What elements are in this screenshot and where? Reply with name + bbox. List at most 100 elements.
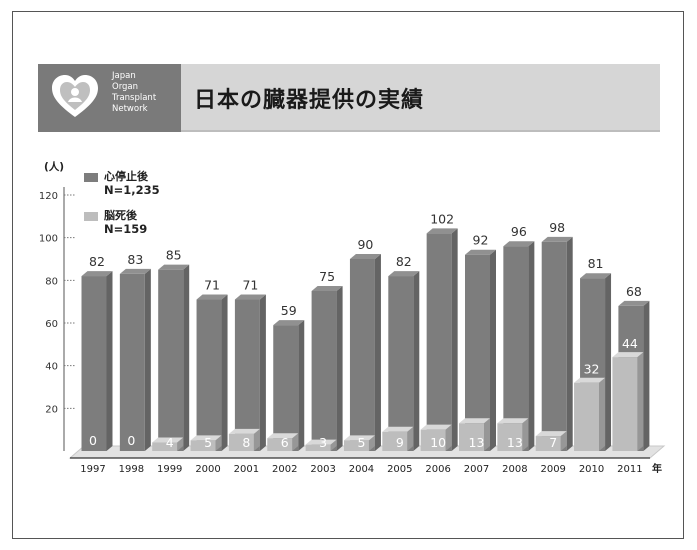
bar-brain-side [637,352,644,451]
bar-brain-side [599,377,606,451]
data-label-brain: 6 [281,435,289,450]
bar-brain-top [459,418,490,424]
chart-title: 日本の臓器提供の実績 [194,88,425,113]
y-axis-label: (人) [44,160,64,173]
data-label-brain: 0 [89,433,97,448]
bar-cardiac-side [298,320,305,451]
bar-cardiac-side [528,241,535,451]
bar-brain-side [330,439,337,451]
bar-cardiac-top [541,236,573,242]
bar-brain [382,431,408,451]
heart-logo-icon [52,75,98,117]
y-tick-label: 60 [45,319,58,330]
data-label-brain: 10 [430,435,446,450]
data-label-cardiac: 71 [242,278,258,293]
bar-brain-top [382,426,414,432]
data-label-cardiac: 81 [588,256,604,271]
x-axis-unit: 年 [652,462,662,475]
x-tick-label: 1999 [157,464,182,475]
data-label-brain: 13 [469,435,485,450]
legend-item-brain: 脳死後 [84,207,137,223]
legend-swatch-brain [84,211,98,221]
bar-brain [535,436,561,451]
bar-cardiac-top [158,264,190,270]
bar-cardiac-top [234,294,266,300]
bar-cardiac-side [643,300,650,451]
x-tick-label: 2002 [272,464,297,475]
bar-cardiac-top [388,271,420,277]
data-label-cardiac: 82 [89,254,105,269]
bar-cardiac-top [311,286,343,291]
bar-brain [152,442,178,451]
logo-line: Organ [112,82,139,92]
bar-cardiac [196,299,222,451]
bar-brain [612,357,638,451]
data-label-cardiac: 83 [127,252,143,267]
data-label-cardiac: 75 [319,269,335,284]
bar-cardiac-top [196,294,228,300]
bar-cardiac [158,269,184,451]
bar-brain-top [574,377,606,383]
bar-cardiac-top [580,273,612,279]
data-label-brain: 4 [166,435,174,450]
data-label-cardiac: 85 [166,248,182,263]
data-label-brain: 8 [242,435,250,450]
bar-cardiac [541,241,567,451]
bar-brain [305,444,331,451]
bar-brain [228,433,254,451]
data-label-brain: 44 [622,336,638,351]
bar-cardiac-side [451,228,458,451]
x-tick-label: 1997 [80,464,105,475]
bar-cardiac-side [374,254,381,451]
data-label-brain: 5 [357,435,365,450]
legend-label: 脳死後 [104,209,137,222]
x-tick-label: 2003 [310,464,335,475]
y-tick-label: 40 [45,362,58,373]
x-tick-label: 2009 [540,464,565,475]
logo-line: Japan [112,71,136,81]
bar-brain-top [612,352,644,358]
data-label-brain: 9 [396,435,404,450]
bar-brain-top [497,418,529,424]
bar-brain [190,440,216,451]
bar-brain-side [407,426,414,451]
legend-swatch-cardiac [84,172,98,182]
legend-total-cardiac: N=1,235 [104,183,160,197]
data-label-brain: 3 [319,435,327,450]
x-tick-label: 2011 [617,464,642,475]
bar-brain-side [215,435,222,451]
data-label-cardiac: 82 [396,254,412,269]
bar-cardiac-side [144,268,151,451]
data-label-brain: 32 [584,362,600,377]
bar-cardiac [273,325,299,451]
bar-cardiac-top [465,249,496,255]
bar-brain [497,423,523,451]
bar-brain-side [292,433,299,451]
bar-cardiac-top [119,268,151,274]
data-label-cardiac: 68 [626,284,642,299]
bar-cardiac [81,276,107,451]
data-label-brain: 7 [549,435,557,450]
bar-cardiac [388,276,414,451]
bar-cardiac-top [618,300,650,306]
x-tick-label: 2000 [195,464,220,475]
bar-brain [343,440,369,451]
legend-item-cardiac: 心停止後 [84,168,148,184]
data-label-cardiac: 92 [473,233,489,248]
y-tick-label: 120 [39,191,58,202]
chart-header: Japan Organ Transplant Network 日本の臓器提供の実… [38,64,660,132]
bar-cardiac-side [259,294,266,451]
x-tick-label: 2005 [387,464,412,475]
bar-cardiac [503,246,529,451]
bar-cardiac-top [273,320,305,326]
bar-brain [267,438,293,451]
bar-cardiac-side [106,271,113,451]
x-tick-label: 2008 [502,464,527,475]
x-tick-label: 2001 [234,464,259,475]
bar-cardiac-side [413,271,420,451]
bar-cardiac-top [349,254,381,259]
bar-cardiac-side [221,294,228,451]
data-label-brain: 5 [204,435,212,450]
bar-cardiac-side [605,273,612,451]
bar-cardiac [311,291,337,451]
